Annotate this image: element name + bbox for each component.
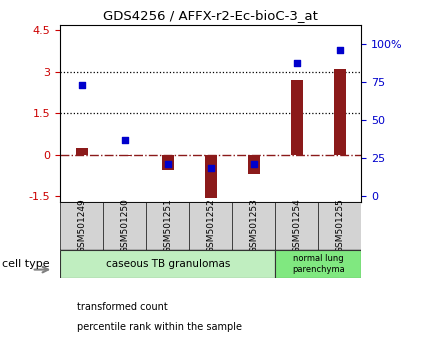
Bar [334, 69, 346, 155]
Bar [205, 155, 217, 198]
Bar [119, 155, 131, 156]
Point [164, 161, 171, 167]
Bar [275, 250, 361, 278]
Bar [248, 155, 260, 174]
Text: percentile rank within the sample: percentile rank within the sample [77, 321, 242, 332]
Text: caseous TB granulomas: caseous TB granulomas [105, 259, 230, 269]
Text: normal lung
parenchyma: normal lung parenchyma [292, 255, 344, 274]
Text: GSM501250: GSM501250 [120, 198, 129, 253]
Point [207, 166, 214, 171]
Bar [189, 202, 232, 250]
Title: GDS4256 / AFFX-r2-Ec-bioC-3_at: GDS4256 / AFFX-r2-Ec-bioC-3_at [103, 9, 318, 22]
Text: GSM501255: GSM501255 [335, 198, 344, 253]
Text: GSM501249: GSM501249 [77, 198, 86, 253]
Point [121, 137, 128, 143]
Text: GSM501251: GSM501251 [163, 198, 172, 253]
Point [293, 60, 300, 65]
Bar [291, 80, 303, 155]
Text: cell type: cell type [2, 259, 50, 269]
Text: GSM501252: GSM501252 [206, 198, 215, 253]
Point [78, 82, 85, 88]
Bar [60, 202, 103, 250]
Bar [76, 148, 88, 155]
Bar [60, 250, 275, 278]
Bar [318, 202, 361, 250]
Text: GSM501254: GSM501254 [292, 198, 301, 253]
Text: transformed count: transformed count [77, 302, 167, 312]
Text: GSM501253: GSM501253 [249, 198, 258, 253]
Bar [275, 202, 318, 250]
Bar [146, 202, 189, 250]
Point [250, 161, 257, 167]
Point [336, 48, 343, 53]
Bar [162, 155, 174, 170]
Bar [103, 202, 146, 250]
Bar [232, 202, 275, 250]
